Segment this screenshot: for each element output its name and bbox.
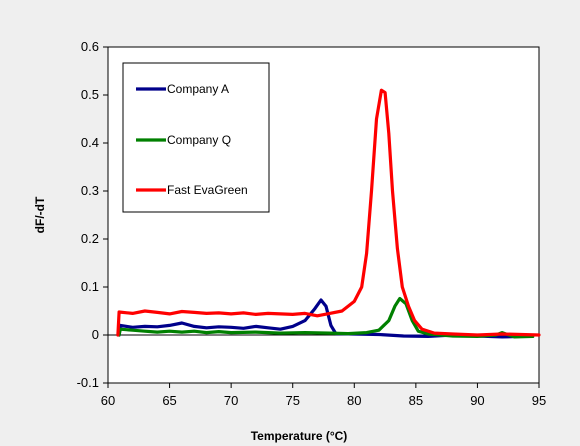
series-line-company-q [117,296,535,339]
x-tick-label: 60 [101,393,115,408]
x-tick-label: 85 [409,393,423,408]
y-tick-label: 0.5 [81,87,99,102]
legend-label: Fast EvaGreen [167,183,248,197]
x-tick-label: 65 [162,393,176,408]
y-tick-label: 0.3 [81,183,99,198]
y-tick-label: 0.4 [81,135,99,150]
x-tick-label: 75 [285,393,299,408]
x-tick-label: 95 [532,393,546,408]
series-line-fast-evagreen [116,88,541,337]
series-layer [108,88,541,339]
y-tick-label: 0 [92,327,99,342]
x-tick-label: 90 [470,393,484,408]
x-tick-label: 80 [347,393,361,408]
y-tick-label: -0.1 [77,375,99,390]
y-axis: -0.1 0 0.1 0.2 0.3 0.4 0.5 0.6 [77,39,108,390]
legend-label: Company A [167,82,229,96]
legend-label: Company Q [167,133,231,147]
y-tick-label: 0.6 [81,39,99,54]
y-tick-label: 0.2 [81,231,99,246]
y-axis-title: dF/-dT [33,196,47,233]
x-axis: 60 65 70 75 80 85 90 95 [101,383,546,408]
series-line-company-a [117,298,523,339]
legend: Company A Company Q Fast EvaGreen [122,62,270,213]
x-tick-label: 70 [224,393,238,408]
y-tick-label: 0.1 [81,279,99,294]
x-axis-title: Temperature (°C) [251,429,348,443]
